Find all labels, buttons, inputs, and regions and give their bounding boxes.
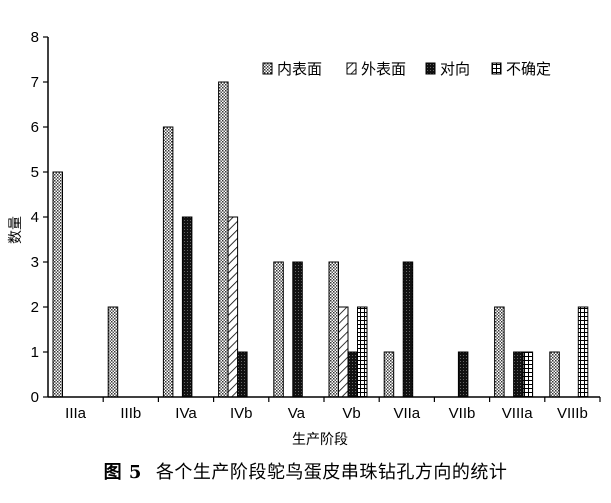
bar-opposite-iva <box>181 216 193 398</box>
y-tick-label: 1 <box>31 344 39 361</box>
bar-inner-va <box>273 261 284 398</box>
x-tick-label: VIIa <box>393 405 420 422</box>
legend-label-uncertain: 不确定 <box>506 60 551 78</box>
x-tick-label: IVb <box>230 405 253 422</box>
y-tick-label: 5 <box>31 164 39 181</box>
bar-inner-iva <box>162 126 174 398</box>
bar-chart: 0 1 2 3 4 5 6 7 8 IIIa IIIb IVa IVb Va Vb VIIa VIIb VIII… <box>8 29 601 448</box>
y-tick-label: 8 <box>31 29 39 46</box>
legend-label-outer: 外表面 <box>361 60 406 78</box>
figure-caption-text: 各个生产阶段鸵鸟蛋皮串珠钻孔方向的统计 <box>155 462 508 483</box>
bar-uncertain-viiia <box>522 351 534 398</box>
y-tick-label: 2 <box>31 299 39 316</box>
x-tick-label: Va <box>288 405 306 422</box>
bar-inner-viiib <box>549 351 560 398</box>
x-tick-label: IIIa <box>65 405 87 422</box>
bar-outer-ivb <box>227 216 239 398</box>
x-axis-ticks: IIIa IIIb IVa IVb Va Vb VIIa VIIb VIIIa VIIIb <box>65 397 601 422</box>
bar-opposite-va <box>292 261 303 398</box>
x-tick-label: VIIb <box>449 405 476 422</box>
bars <box>52 81 589 398</box>
bar-opposite-vb <box>347 351 358 398</box>
legend-swatch-uncertain <box>491 62 502 75</box>
bar-uncertain-vb <box>357 306 368 398</box>
bar-uncertain-viiib <box>577 306 589 398</box>
legend-swatch-outer <box>346 62 357 75</box>
y-tick-label: 0 <box>31 389 39 406</box>
legend: 内表面 外表面 对向 不确定 <box>262 60 551 78</box>
figure-caption: 图 5 各个生产阶段鸵鸟蛋皮串珠钻孔方向的统计 <box>0 458 611 484</box>
x-tick-label: VIIIa <box>502 405 534 422</box>
y-tick-label: 6 <box>31 119 39 136</box>
bar-opposite-viib <box>457 351 469 398</box>
bar-opposite-viia <box>402 261 414 398</box>
bar-inner-iiib <box>107 306 119 398</box>
y-axis-ticks: 0 1 2 3 4 5 6 7 8 <box>31 29 48 406</box>
bar-inner-iiia <box>52 171 63 398</box>
x-axis-label: 生产阶段 <box>292 432 348 448</box>
bar-opposite-viiia <box>513 351 524 398</box>
legend-swatch-inner <box>262 62 273 75</box>
bar-inner-ivb <box>218 81 229 398</box>
y-tick-label: 4 <box>31 209 39 226</box>
y-tick-label: 3 <box>31 254 39 271</box>
x-tick-label: IIIb <box>120 405 141 422</box>
bar-outer-vb <box>338 306 349 398</box>
legend-swatch-opposite <box>425 62 436 75</box>
x-tick-label: Vb <box>342 405 360 422</box>
y-axis-label: 数量 <box>8 216 24 244</box>
bar-inner-viiia <box>494 306 505 398</box>
legend-label-opposite: 对向 <box>440 60 470 78</box>
x-tick-label: VIIIb <box>557 405 588 422</box>
bar-inner-vb <box>328 261 339 398</box>
y-tick-label: 7 <box>31 74 39 91</box>
figure-number: 图 5 <box>103 462 142 483</box>
bar-inner-viia <box>383 351 395 398</box>
x-tick-label: IVa <box>175 405 197 422</box>
legend-label-inner: 内表面 <box>277 60 322 78</box>
bar-opposite-ivb <box>237 351 248 398</box>
